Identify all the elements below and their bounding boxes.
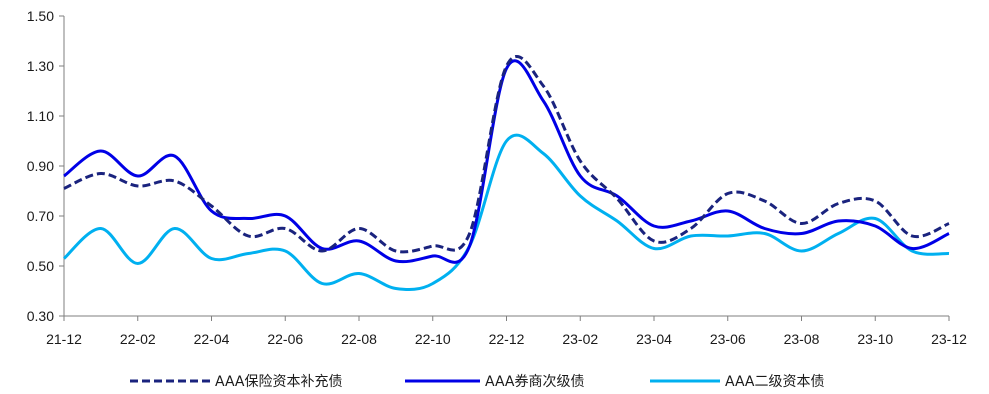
x-tick-label: 22-10 bbox=[415, 331, 451, 347]
x-tick-label: 22-12 bbox=[489, 331, 525, 347]
y-tick-label: 0.50 bbox=[27, 258, 54, 274]
y-tick-label: 0.90 bbox=[27, 158, 54, 174]
legend-label-0: AAA保险资本补充债 bbox=[215, 374, 343, 390]
x-tick-label: 23-08 bbox=[784, 331, 820, 347]
x-tick-label: 21-12 bbox=[46, 331, 82, 347]
x-tick-label: 22-06 bbox=[267, 331, 303, 347]
series-line-2 bbox=[62, 133, 950, 292]
x-tick-label: 23-06 bbox=[710, 331, 746, 347]
x-tick-label: 22-08 bbox=[341, 331, 377, 347]
x-tick-label: 23-04 bbox=[636, 331, 672, 347]
legend-label-1: AAA券商次级债 bbox=[485, 374, 585, 390]
x-axis: 21-12 22-02 22-04 22-06 22-08 22-10 22-12 23-02… bbox=[46, 315, 967, 347]
y-tick-label: 0.70 bbox=[27, 208, 54, 224]
y-tick-label: 1.10 bbox=[27, 108, 54, 124]
series-line-1 bbox=[63, 59, 950, 264]
x-tick-label: 23-02 bbox=[562, 331, 598, 347]
x-tick-label: 23-10 bbox=[857, 331, 893, 347]
y-tick-label: 1.50 bbox=[27, 8, 54, 24]
y-tick-label: 1.30 bbox=[27, 58, 54, 74]
y-axis: 0.30 0.50 0.70 0.90 1.10 1.30 1.50 bbox=[27, 8, 65, 324]
series-line-0 bbox=[63, 55, 950, 254]
y-tick-label: 0.30 bbox=[27, 308, 54, 324]
legend: AAA保险资本补充债 AAA券商次级债 AAA二级资本债 bbox=[130, 374, 825, 390]
x-tick-label: 22-04 bbox=[194, 331, 230, 347]
legend-label-2: AAA二级资本债 bbox=[725, 374, 825, 390]
x-tick-label: 22-02 bbox=[120, 331, 156, 347]
series-layer bbox=[62, 55, 950, 292]
x-tick-label: 23-12 bbox=[931, 331, 967, 347]
